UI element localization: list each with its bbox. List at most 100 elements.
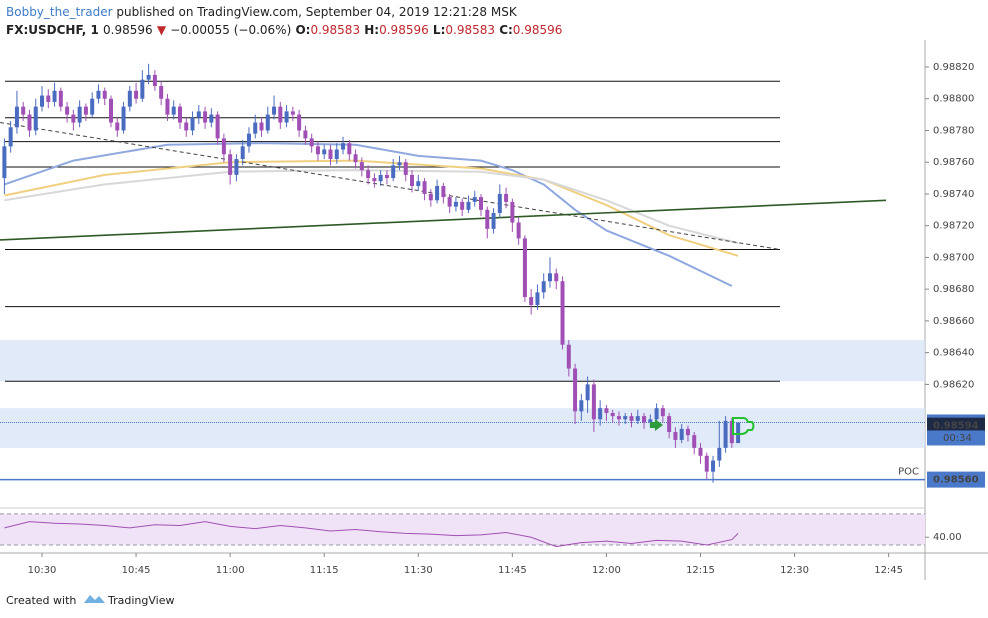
candle-body — [115, 122, 120, 131]
candle-body — [228, 154, 233, 175]
candle-body — [711, 460, 716, 472]
candle-body — [8, 127, 13, 147]
candle-body — [554, 273, 559, 282]
published: published on TradingView.com, September … — [116, 5, 517, 19]
candle-body — [497, 193, 502, 213]
high: 0.98596 — [379, 23, 429, 37]
candle-body — [516, 222, 521, 239]
candle-body — [560, 281, 565, 345]
candle-body — [303, 130, 308, 139]
y-tick-label: 0.98820 — [933, 62, 974, 73]
candle-body — [522, 238, 527, 298]
candle-body — [240, 146, 245, 160]
candle-body — [278, 106, 283, 123]
candle-body — [660, 408, 665, 417]
h-label: H: — [364, 23, 379, 37]
header-line-2: FX:USDCHF, 1 0.98596 ▼ −0.00055 (−0.06%)… — [6, 23, 562, 37]
candle-body — [65, 106, 70, 115]
candle-body — [21, 106, 26, 115]
candle-body — [435, 186, 440, 201]
y-tick-label: 0.98780 — [933, 125, 974, 136]
candle-body — [416, 181, 421, 187]
x-tick-label: 12:00 — [592, 565, 621, 576]
x-tick-label: 10:30 — [28, 565, 57, 576]
candle-body — [159, 86, 164, 99]
candle-body — [667, 416, 672, 432]
footer-created: Created with — [6, 594, 76, 607]
price-label-box — [927, 417, 985, 434]
c-label: C: — [499, 23, 513, 37]
moving-average — [4, 159, 739, 257]
candle-body — [52, 90, 57, 102]
candle-body — [221, 138, 226, 155]
poc-label: POC — [898, 467, 919, 478]
candle-body — [83, 106, 88, 115]
candle-body — [140, 79, 145, 99]
candle-body — [290, 111, 295, 115]
candle-body — [328, 149, 333, 160]
candle-body — [184, 122, 189, 131]
candle-body — [315, 146, 320, 155]
candle-body — [403, 162, 408, 175]
countdown: 00:34 — [943, 433, 972, 444]
candle-body — [428, 193, 433, 201]
candle-body — [366, 170, 371, 179]
trendline — [0, 199, 887, 241]
candle-body — [642, 416, 647, 423]
candle-body — [272, 106, 277, 115]
candle-body — [33, 106, 38, 131]
author[interactable]: Bobby_the_trader — [6, 5, 113, 19]
y-tick-label: 0.98620 — [933, 379, 974, 390]
candle-body — [347, 143, 352, 155]
candle-body — [359, 162, 364, 171]
logo — [84, 595, 105, 603]
candle-body — [397, 162, 402, 166]
candle-body — [209, 114, 214, 123]
candle-body — [635, 416, 640, 421]
plot: 0.98620 0.98640 0.98660 0.98680 0.98700 0.987… — [0, 62, 985, 576]
symbol: FX:USDCHF, 1 — [6, 23, 99, 37]
candle-body — [491, 212, 496, 229]
y-tick-label: 0.98800 — [933, 94, 974, 105]
y-tick-label: 0.98760 — [933, 157, 974, 168]
candle-body — [384, 174, 389, 179]
candle-body — [40, 95, 45, 107]
candle-body — [623, 416, 628, 420]
candle-body — [134, 90, 139, 99]
candle-body — [698, 447, 703, 456]
price-label: 0.98560 — [933, 475, 979, 486]
arrow-icon — [650, 419, 663, 431]
rsi-line — [4, 521, 739, 548]
candle-body — [679, 428, 684, 440]
candle-body — [322, 149, 327, 155]
candle-body — [27, 114, 32, 131]
x-tick-label: 12:15 — [686, 565, 715, 576]
candle-body — [46, 95, 51, 102]
candle-body — [453, 201, 458, 207]
o-label: O: — [295, 23, 310, 37]
candle-body — [673, 431, 678, 440]
candle-body — [591, 384, 596, 420]
candle-body — [152, 74, 157, 87]
candle-body — [102, 90, 107, 99]
candle-body — [566, 344, 571, 369]
candle-body — [171, 106, 176, 115]
candle-body — [246, 133, 251, 147]
candle-body — [485, 209, 490, 229]
candle-body — [692, 435, 697, 448]
candle-body — [378, 174, 383, 182]
y-tick-label: 0.98640 — [933, 348, 974, 359]
y-tick-label: 0.98680 — [933, 284, 974, 295]
candle-body — [654, 408, 659, 420]
footer-brand[interactable]: TradingView — [107, 594, 174, 607]
candle-body — [723, 420, 728, 448]
low: 0.98583 — [445, 23, 495, 37]
change: −0.00055 (−0.06%) — [170, 23, 291, 37]
candle-body — [58, 90, 63, 107]
candle-body — [604, 408, 609, 413]
candle-body — [391, 165, 396, 179]
y-tick-label: 0.98660 — [933, 316, 974, 327]
x-tick-label: 11:45 — [498, 565, 527, 576]
candle-body — [610, 412, 615, 417]
candle-body — [234, 159, 239, 175]
